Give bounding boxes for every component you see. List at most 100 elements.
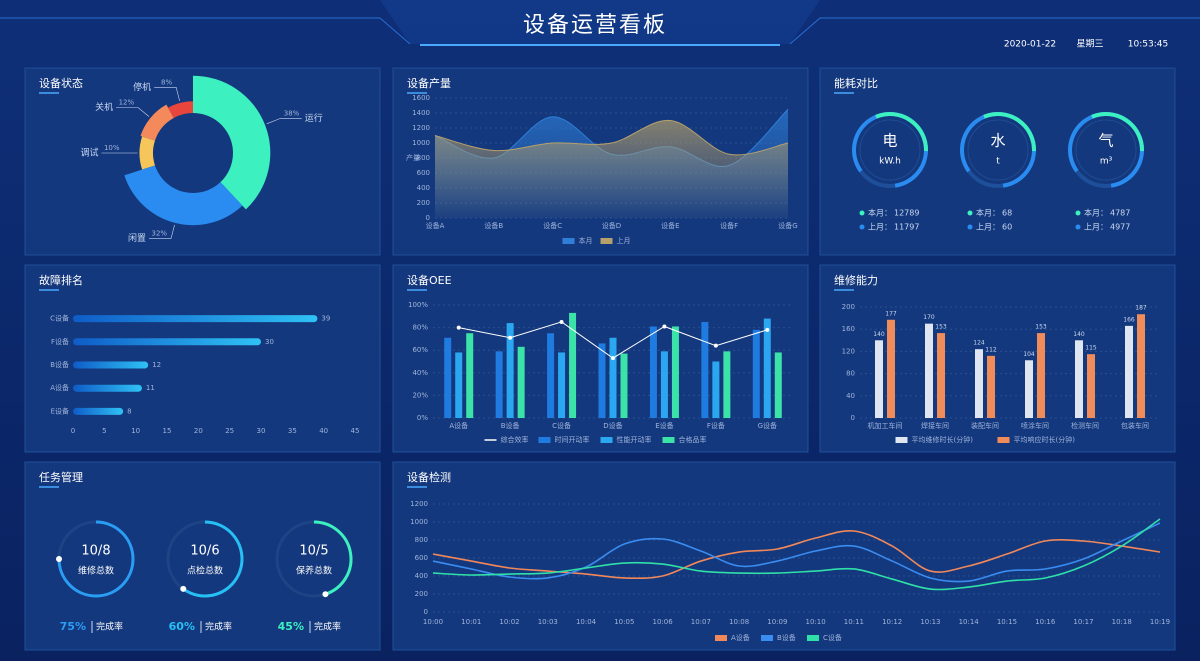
x-tick-label: C设备	[552, 421, 571, 430]
leader-line	[116, 107, 150, 117]
task-rate: 45%	[278, 620, 304, 633]
ring-end	[180, 585, 187, 592]
bar	[987, 355, 995, 418]
bar	[547, 333, 555, 418]
legend-swatch	[600, 238, 613, 244]
gauge-name: 气	[1098, 132, 1113, 150]
x-tick-label: 10:15	[997, 618, 1017, 626]
y-tick-label: 1200	[412, 124, 430, 132]
task-rate: 60%	[169, 620, 195, 633]
bar-value: 30	[265, 338, 274, 346]
panel-title: 设备OEE	[407, 273, 452, 287]
y-tick-label: 0%	[417, 414, 428, 422]
gauge-unit: kW.h	[879, 157, 901, 167]
bar	[712, 361, 720, 418]
pie-slice	[168, 101, 193, 118]
x-tick-label: 包装车间	[1121, 421, 1149, 430]
slice-value: 32%	[152, 229, 168, 237]
task-rate: 75%	[60, 620, 86, 633]
x-tick-label: 10:04	[576, 618, 597, 626]
bar	[495, 351, 503, 418]
y-tick-label: 600	[415, 554, 428, 562]
x-tick-label: 设备C	[543, 221, 562, 230]
y-tick-label: 0	[426, 214, 430, 222]
y-tick-label: 600	[417, 169, 430, 177]
x-tick-label: 5	[102, 427, 106, 435]
task-rate-label: 完成率	[205, 621, 232, 633]
bar	[887, 319, 895, 418]
leader-line	[266, 118, 302, 125]
bar	[73, 315, 318, 323]
x-tick-label: 10:08	[729, 618, 749, 626]
slice-label: 关机	[95, 101, 113, 113]
x-tick-label: 20	[194, 427, 203, 435]
bar-value: 124	[973, 340, 985, 347]
bar	[609, 337, 617, 418]
gauge-name: 电	[882, 132, 897, 150]
task-ratio: 10/6	[190, 544, 219, 559]
header-frame	[0, 0, 1200, 46]
panel	[819, 67, 1176, 256]
x-tick-label: 45	[351, 427, 360, 435]
y-tick-label: 800	[415, 536, 428, 544]
x-tick-label: 10:12	[882, 618, 902, 626]
legend-swatch	[562, 238, 575, 244]
legend-label: 平均响应时长(分钟)	[1014, 435, 1076, 444]
y-tick-label: 1600	[412, 94, 430, 102]
legend-swatch	[895, 437, 908, 443]
legend-label: C设备	[823, 633, 842, 642]
bar	[752, 329, 760, 418]
line	[432, 518, 1161, 591]
bar	[73, 407, 124, 415]
x-tick-label: 10:13	[920, 618, 940, 626]
bar	[660, 351, 668, 418]
y-tick-label: 200	[417, 199, 430, 207]
y-tick-label: 40%	[412, 369, 428, 377]
gauge-arc	[983, 111, 1036, 152]
panel	[392, 461, 1176, 651]
slice-label: 运行	[305, 112, 323, 124]
x-tick-label: 30	[257, 427, 266, 435]
legend-label: 合格品率	[679, 435, 707, 444]
line-point	[713, 343, 718, 348]
gauge-arc	[875, 111, 928, 152]
panel-title: 维修能力	[834, 273, 878, 287]
bar	[558, 352, 566, 418]
bar	[1125, 325, 1133, 418]
category-label: C设备	[50, 314, 69, 323]
panel-title: 任务管理	[39, 470, 83, 484]
y-tick-label: 1400	[412, 109, 430, 117]
bar-value: 11	[146, 384, 155, 392]
y-tick-label: 1000	[410, 518, 428, 526]
category-label: A设备	[50, 383, 69, 392]
line	[432, 522, 1161, 583]
line-point	[456, 325, 461, 330]
task-name: 保养总数	[296, 565, 332, 577]
category-label: F设备	[51, 337, 69, 346]
bar	[598, 343, 606, 418]
x-tick-label: 焊接车间	[921, 421, 949, 430]
y-tick-label: 120	[842, 347, 855, 355]
legend-swatch	[807, 635, 819, 641]
ring-arc	[313, 520, 353, 596]
line-point	[508, 335, 513, 340]
legend-swatch	[761, 635, 773, 641]
y-tick-label: 60%	[412, 346, 428, 354]
x-tick-label: 设备G	[778, 221, 797, 230]
x-tick-label: 10:03	[538, 618, 558, 626]
x-tick-label: 10:10	[806, 618, 826, 626]
bar	[73, 384, 142, 392]
ring-arc	[57, 520, 135, 598]
y-tick-label: 80%	[412, 324, 428, 332]
x-tick-label: 15	[163, 427, 172, 435]
leader-line	[154, 87, 180, 101]
task-rate-label: 完成率	[314, 621, 341, 633]
bar-value: 153	[1035, 324, 1047, 331]
x-tick-label: 35	[288, 427, 297, 435]
x-tick-label: 10:09	[767, 618, 787, 626]
ring-end	[322, 591, 329, 598]
gauge-unit: m³	[1100, 157, 1113, 167]
x-tick-label: 10:06	[652, 618, 673, 626]
line-point	[662, 324, 667, 329]
bar	[506, 323, 514, 418]
